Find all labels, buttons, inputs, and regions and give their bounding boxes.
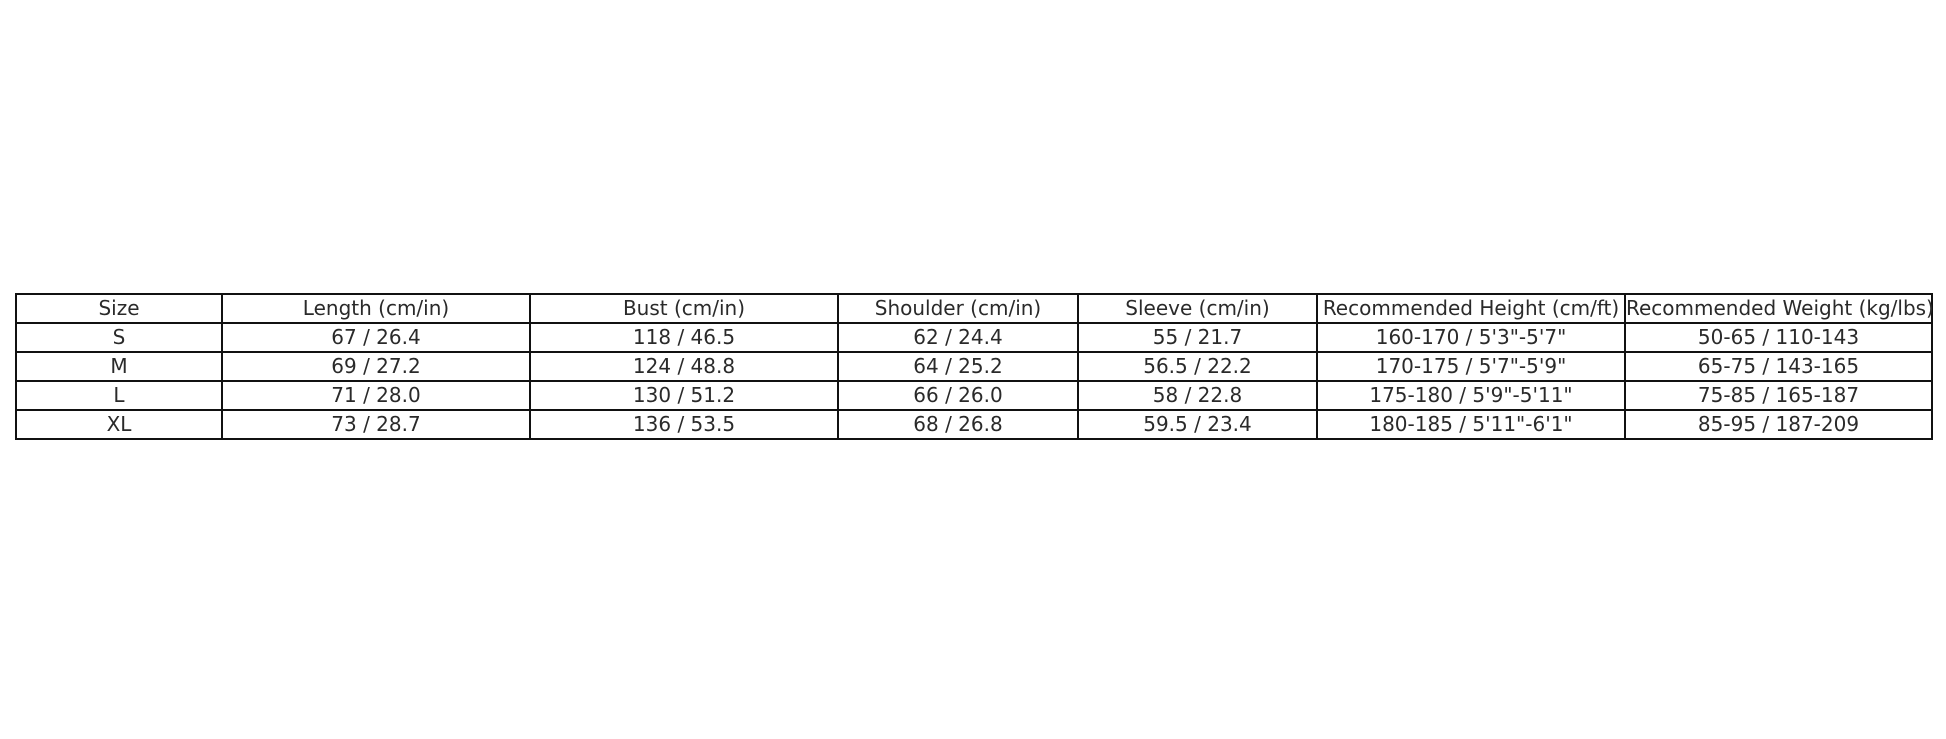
header-row: Size Length (cm/in) Bust (cm/in) Shoulder (… [15,293,1934,324]
header-cell: Recommended Weight (kg/lbs) [1624,293,1934,324]
header-cell: Shoulder (cm/in) [837,293,1079,324]
table-cell: 65-75 / 143-165 [1624,351,1933,382]
table-cell: 124 / 48.8 [529,351,839,382]
table-cell: XL [15,409,223,440]
table-cell: S [15,322,223,353]
header-cell: Bust (cm/in) [529,293,839,324]
table-row: S 67 / 26.4 118 / 46.5 62 / 24.4 55 / 21.7 16… [15,322,1933,353]
table-row: L 71 / 28.0 130 / 51.2 66 / 26.0 58 / 22.8 17… [15,380,1933,411]
header-cell: Length (cm/in) [221,293,531,324]
table-row: M 69 / 27.2 124 / 48.8 64 / 25.2 56.5 / 22.2… [15,351,1933,382]
table-row: XL 73 / 28.7 136 / 53.5 68 / 26.8 59.5 / 23.… [15,409,1933,440]
table-cell: 58 / 22.8 [1077,380,1318,411]
table-cell: 136 / 53.5 [529,409,839,440]
table-cell: 69 / 27.2 [221,351,531,382]
table-cell: 160-170 / 5'3"-5'7" [1316,322,1626,353]
table-cell: 56.5 / 22.2 [1077,351,1318,382]
table-cell: 62 / 24.4 [837,322,1079,353]
table-cell: 68 / 26.8 [837,409,1079,440]
table-cell: 59.5 / 23.4 [1077,409,1318,440]
table-cell: 50-65 / 110-143 [1624,322,1933,353]
table-cell: 118 / 46.5 [529,322,839,353]
size-chart-table: Size Length (cm/in) Bust (cm/in) Shoulder (… [15,293,1934,440]
table-cell: 71 / 28.0 [221,380,531,411]
table-cell: 55 / 21.7 [1077,322,1318,353]
table-cell: 73 / 28.7 [221,409,531,440]
table-cell: M [15,351,223,382]
header-cell: Size [15,293,223,324]
table-cell: 75-85 / 165-187 [1624,380,1933,411]
table-cell: 67 / 26.4 [221,322,531,353]
header-cell: Sleeve (cm/in) [1077,293,1318,324]
table-cell: 175-180 / 5'9"-5'11" [1316,380,1626,411]
table-cell: 66 / 26.0 [837,380,1079,411]
table-cell: L [15,380,223,411]
table-cell: 130 / 51.2 [529,380,839,411]
table-cell: 180-185 / 5'11"-6'1" [1316,409,1626,440]
table-cell: 64 / 25.2 [837,351,1079,382]
table-cell: 85-95 / 187-209 [1624,409,1933,440]
header-cell: Recommended Height (cm/ft) [1316,293,1626,324]
table-cell: 170-175 / 5'7"-5'9" [1316,351,1626,382]
